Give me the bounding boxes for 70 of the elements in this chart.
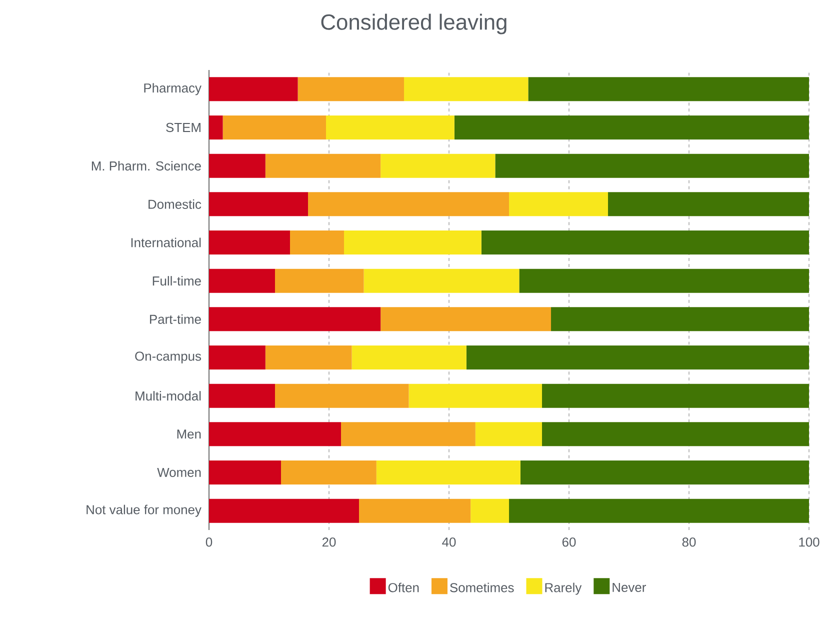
bar [408, 384, 542, 408]
bar [265, 154, 381, 178]
bar [209, 460, 282, 484]
bar [519, 268, 810, 293]
y-tick-label: Part-time [150, 314, 201, 324]
y-tick-label: STEM [166, 122, 200, 132]
bar [209, 345, 266, 370]
bar [495, 154, 810, 178]
x-tick-label: 40 [442, 538, 456, 547]
bar [222, 115, 326, 140]
bar [344, 230, 482, 254]
bar [298, 77, 404, 102]
bar [209, 498, 360, 523]
bar [364, 268, 520, 293]
bar [281, 460, 376, 484]
bar [528, 77, 810, 102]
bar [454, 115, 810, 140]
bar [404, 77, 528, 102]
bar [466, 345, 810, 370]
x-tick-label: 20 [322, 538, 336, 547]
x-tick-label: 100 [799, 538, 820, 547]
x-tick-label: 0 [206, 538, 212, 547]
bar [542, 384, 810, 408]
y-tick-label: Women [157, 468, 201, 477]
bar [470, 498, 510, 523]
x-tick-label: 80 [682, 538, 696, 547]
x-tick-label: 60 [562, 538, 576, 547]
bar [275, 268, 364, 293]
bar [608, 192, 810, 216]
bar [209, 307, 381, 332]
y-tick-label: Domestic [148, 199, 202, 209]
bar [290, 230, 344, 254]
bar [209, 422, 342, 446]
legend-label: Never [612, 582, 646, 592]
bar [209, 115, 223, 140]
y-tick-label: Not value for money [86, 504, 202, 517]
bar [209, 384, 276, 408]
bar [376, 460, 520, 484]
bar [209, 268, 276, 293]
y-tick-label: Pharmacy [144, 83, 202, 96]
bar [209, 192, 308, 216]
bar [380, 307, 552, 332]
bar [265, 345, 352, 370]
y-tick-label: Multi-modal [136, 391, 201, 401]
chart-title: Considered leaving [321, 14, 506, 34]
bar [359, 498, 471, 523]
bar [509, 192, 608, 216]
bar [481, 230, 810, 254]
y-tick-label: Men [177, 430, 201, 439]
bar [209, 77, 298, 102]
bar [551, 307, 810, 332]
bar [326, 115, 454, 140]
bar [542, 422, 810, 446]
y-tick-label: Full-time [152, 276, 201, 286]
bar [520, 460, 810, 484]
legend-label: Rarely [545, 582, 582, 595]
y-tick-label: M. Pharm. Science [92, 161, 201, 171]
bar [380, 154, 496, 178]
bar [209, 154, 266, 178]
bar [341, 422, 476, 446]
legend-label: Often [388, 582, 419, 592]
bar [352, 345, 466, 370]
bar [209, 230, 290, 254]
bar [275, 384, 409, 408]
bar [509, 498, 810, 523]
legend-label: Sometimes [450, 582, 514, 592]
bar [308, 192, 510, 216]
y-tick-label: International [131, 238, 201, 248]
y-tick-label: On-campus [135, 352, 202, 364]
bar [475, 422, 542, 446]
